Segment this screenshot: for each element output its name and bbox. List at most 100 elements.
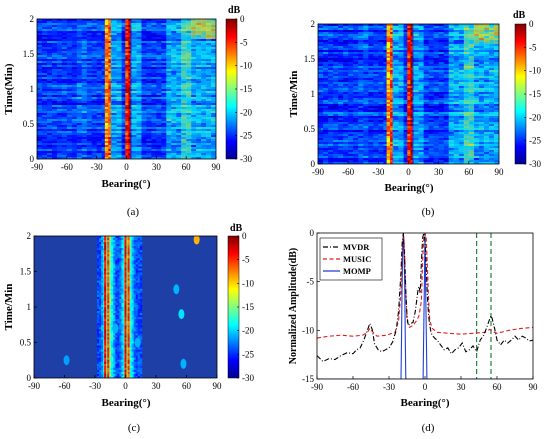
heatmap-cell <box>453 24 460 27</box>
heatmap-cell <box>373 70 379 73</box>
heatmap-cell <box>161 137 167 140</box>
heatmap-cell <box>181 63 187 66</box>
heatmap-cell <box>473 82 480 85</box>
heatmap-cell <box>338 102 344 105</box>
heatmap-cell <box>156 147 162 150</box>
heatmap-cell <box>353 34 359 37</box>
ridge-cell <box>104 85 109 88</box>
heatmap-cell <box>483 74 490 77</box>
heatmap-cell <box>131 119 137 122</box>
heatmap-cell <box>378 130 384 133</box>
heatmap-cell <box>398 134 404 137</box>
heatmap-cell <box>131 69 137 72</box>
heatmap-cell <box>161 73 167 76</box>
heatmap-cell <box>146 61 152 64</box>
heatmap-cell <box>463 102 470 105</box>
heatmap-cell <box>383 34 389 37</box>
heatmap-cell <box>76 105 83 108</box>
heatmap-cell <box>333 90 339 93</box>
heatmap-cell <box>186 77 192 80</box>
heatmap-cell <box>473 88 480 91</box>
heatmap-cell <box>463 122 470 125</box>
heatmap-cell <box>156 145 162 148</box>
heatmap-cell <box>181 87 187 90</box>
heatmap-cell <box>413 64 419 67</box>
heatmap-cell <box>186 39 192 42</box>
heatmap-b <box>318 24 499 164</box>
heatmap-cell <box>201 89 207 92</box>
heatmap-cell <box>318 38 324 41</box>
ridge-cell <box>128 21 131 24</box>
heatmap-cell <box>121 21 127 24</box>
heatmap-cell <box>318 84 324 87</box>
heatmap-cell <box>186 79 192 82</box>
heatmap-cell <box>428 94 434 97</box>
heatmap-cell <box>66 25 73 28</box>
heatmap-cell <box>96 87 102 90</box>
heatmap-cell <box>468 24 475 27</box>
heatmap-cell <box>348 108 354 111</box>
heatmap-cell <box>338 30 344 33</box>
heatmap-cell <box>318 132 324 135</box>
heatmap-cell <box>433 106 439 109</box>
heatmap-cell <box>196 93 202 96</box>
heatmap-cell <box>318 88 324 91</box>
heatmap-cell <box>448 56 455 59</box>
heatmap-cell <box>91 27 97 30</box>
heatmap-cell <box>333 86 339 89</box>
heatmap-cell <box>418 118 424 121</box>
heatmap-cell <box>151 23 157 26</box>
heatmap-cell <box>41 83 48 86</box>
heatmap-cell <box>61 153 68 156</box>
heatmap-cell <box>91 117 97 120</box>
heatmap-cell <box>166 19 172 22</box>
heatmap-cell <box>101 69 107 72</box>
heatmap-cell <box>473 72 480 75</box>
heatmap-cell <box>86 151 92 154</box>
heatmap-cell <box>493 120 499 123</box>
heatmap-cell <box>458 112 465 115</box>
ridge-cell <box>108 43 111 46</box>
heatmap-cell <box>206 73 212 76</box>
heatmap-cell <box>51 31 58 34</box>
heatmap-cell <box>116 139 122 142</box>
heatmap-cell <box>71 63 78 66</box>
heatmap-cell <box>121 49 127 52</box>
heatmap-cell <box>483 100 490 103</box>
heatmap-cell <box>323 136 329 139</box>
heatmap-cell <box>71 149 78 152</box>
heatmap-cell <box>348 130 354 133</box>
heatmap-cell <box>161 155 167 158</box>
heatmap-cell <box>343 56 349 59</box>
heatmap-cell <box>91 95 97 98</box>
heatmap-cell <box>428 108 434 111</box>
heatmap-cell <box>191 85 197 88</box>
heatmap-cell <box>373 112 379 115</box>
heatmap-cell <box>206 105 212 108</box>
heatmap-cell <box>473 24 480 27</box>
heatmap-cell <box>468 124 475 127</box>
heatmap-cell <box>493 130 499 133</box>
heatmap-cell <box>403 88 409 91</box>
heatmap-cell <box>368 132 374 135</box>
heatmap-cell <box>463 60 470 63</box>
heatmap-cell <box>338 60 344 63</box>
heatmap-cell <box>473 66 480 69</box>
heatmap-cell <box>383 74 389 77</box>
heatmap-cell <box>141 89 147 92</box>
heatmap-cell <box>71 57 78 60</box>
heatmap-cell <box>171 85 177 88</box>
heatmap-cell <box>383 30 389 33</box>
heatmap-cell <box>463 132 470 135</box>
colorbar-tick-label: -5 <box>240 37 248 47</box>
heatmap-cell <box>368 124 374 127</box>
heatmap-cell <box>418 32 424 35</box>
heatmap-cell <box>483 94 490 97</box>
heatmap-cell <box>37 137 43 140</box>
heatmap-cell <box>206 123 212 126</box>
heatmap-cell <box>186 35 192 38</box>
heatmap-cell <box>333 56 339 59</box>
heatmap-cell <box>338 82 344 85</box>
heatmap-cell <box>61 147 68 150</box>
heatmap-cell <box>196 125 202 128</box>
